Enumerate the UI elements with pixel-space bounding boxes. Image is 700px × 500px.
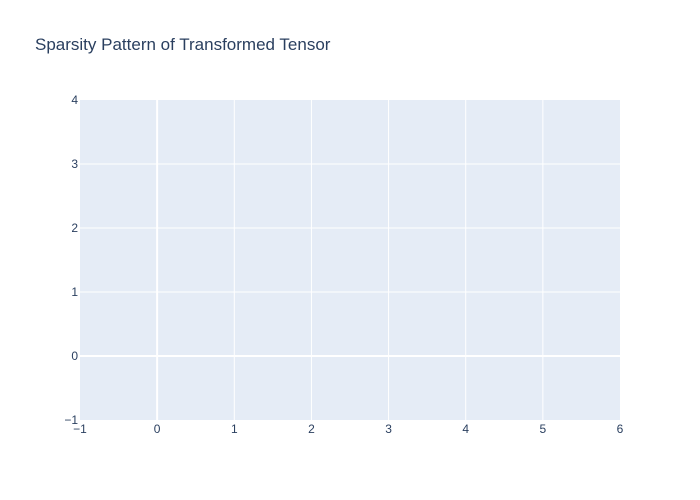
x-tick-label: −1 [73,422,87,436]
chart-title: Sparsity Pattern of Transformed Tensor [35,35,331,54]
plot-area [80,100,620,420]
y-tick-label: 2 [71,221,78,235]
x-axis-ticks: −1 0 1 2 3 4 5 6 [73,422,624,436]
x-tick-label: 6 [617,422,624,436]
x-tick-label: 4 [462,422,469,436]
y-tick-label: −1 [64,413,78,427]
y-tick-label: 1 [71,285,78,299]
x-tick-label: 2 [308,422,315,436]
x-tick-label: 0 [154,422,161,436]
y-tick-label: 3 [71,157,78,171]
y-gridlines [80,163,620,357]
x-gridlines [156,100,544,420]
x-tick-label: 5 [540,422,547,436]
y-axis-ticks: −1 0 1 2 3 4 [64,93,78,427]
y-tick-label: 4 [71,93,78,107]
x-tick-label: 3 [385,422,392,436]
x-tick-label: 1 [231,422,238,436]
y-tick-label: 0 [71,349,78,363]
